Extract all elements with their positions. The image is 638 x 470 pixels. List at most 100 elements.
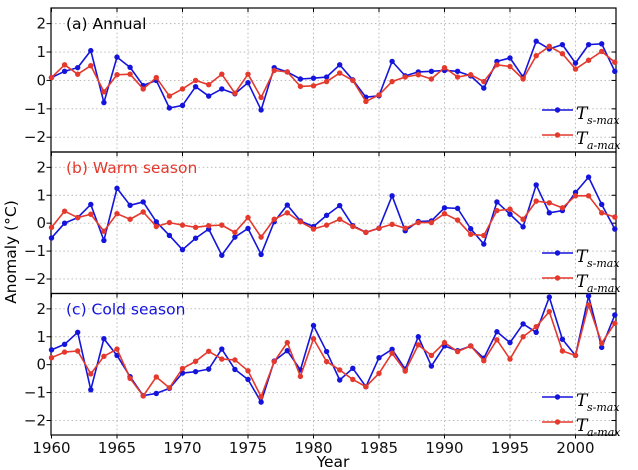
data-point (494, 329, 500, 335)
data-point (114, 352, 120, 359)
series-line-s-max (51, 40, 616, 111)
data-point (599, 344, 605, 351)
data-point (454, 205, 461, 212)
x-tick-label: 1980 (294, 439, 332, 457)
legend-label-main: T (576, 416, 589, 436)
data-point (88, 387, 94, 393)
data-point (219, 252, 225, 258)
data-point (310, 336, 317, 342)
data-point (415, 342, 421, 348)
y-tick-label: 2 (36, 158, 46, 176)
x-tick-label: 1995 (491, 439, 529, 457)
data-point (284, 69, 290, 75)
data-point (363, 229, 369, 236)
data-point (140, 86, 146, 92)
legend-label-main: T (576, 104, 589, 124)
data-point (454, 74, 461, 80)
y-tick-label: −2 (24, 128, 46, 146)
data-point (271, 67, 277, 74)
data-point (75, 329, 81, 335)
data-point (245, 214, 251, 221)
legend-label-main: T (576, 272, 589, 292)
y-tick-label: 0 (36, 356, 46, 374)
data-point (192, 83, 199, 90)
data-point (441, 210, 448, 217)
data-point (140, 199, 146, 205)
data-point (88, 201, 94, 208)
data-point (75, 64, 81, 71)
data-point (166, 105, 173, 111)
data-point (101, 89, 107, 95)
data-point (546, 200, 552, 206)
data-point (363, 384, 369, 390)
data-point (166, 219, 173, 226)
x-tick-label: 1970 (163, 439, 201, 457)
data-point (533, 53, 539, 59)
data-point (376, 92, 382, 98)
data-point (441, 64, 448, 71)
data-point (507, 55, 513, 61)
data-point (88, 211, 94, 217)
legend-label-subscript: s-max (587, 114, 620, 127)
data-point (428, 68, 435, 75)
data-point (454, 217, 461, 223)
data-point (585, 193, 592, 199)
data-point (323, 358, 330, 365)
data-point (88, 371, 94, 377)
data-point (232, 90, 238, 96)
data-point (559, 205, 566, 211)
legend-marker (554, 419, 561, 425)
data-point (428, 352, 435, 359)
data-point (323, 74, 330, 80)
data-point (599, 48, 605, 55)
data-point (179, 246, 186, 253)
data-point (114, 185, 120, 191)
data-point (101, 353, 107, 359)
data-point (127, 64, 133, 71)
data-point (232, 357, 238, 363)
x-tick-label: 1990 (425, 439, 463, 457)
data-point (520, 224, 526, 230)
data-point (232, 234, 238, 240)
panel-title: (b) Warm season (66, 159, 197, 177)
data-point (310, 226, 317, 232)
data-point (402, 225, 408, 231)
data-point (337, 367, 343, 373)
data-point (599, 41, 605, 47)
data-point (310, 322, 317, 329)
data-point (612, 59, 618, 65)
data-point (219, 346, 225, 352)
data-point (494, 62, 500, 68)
y-tick-label: 1 (36, 43, 46, 61)
data-point (219, 86, 225, 92)
data-point (337, 202, 343, 209)
data-point (48, 347, 55, 353)
data-point (192, 368, 199, 375)
data-point (481, 85, 487, 91)
data-point (546, 43, 552, 50)
x-tick-label: 1960 (32, 439, 70, 457)
data-point (61, 68, 68, 75)
data-point (363, 98, 369, 105)
data-point (507, 211, 513, 217)
legend-label-main: T (576, 391, 589, 411)
data-point (572, 352, 579, 359)
data-point (114, 210, 120, 217)
data-point (376, 370, 382, 377)
data-point (415, 219, 421, 226)
data-point (389, 58, 395, 65)
legend-marker (554, 275, 561, 281)
data-point (441, 205, 448, 211)
data-point (166, 232, 173, 239)
data-point (389, 193, 395, 199)
data-point (232, 366, 238, 373)
data-point (572, 193, 579, 199)
data-point (546, 308, 552, 315)
data-point (166, 93, 173, 99)
data-point (481, 358, 487, 364)
data-point (284, 202, 290, 208)
y-tick-label: 0 (36, 71, 46, 89)
data-point (88, 47, 94, 54)
